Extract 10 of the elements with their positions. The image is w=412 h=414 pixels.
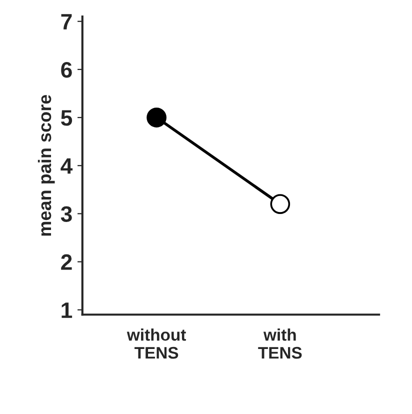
y-tick-label: 4 bbox=[60, 158, 73, 174]
y-axis-title: mean pain score bbox=[38, 94, 55, 236]
y-tick-label: 1 bbox=[62, 302, 72, 318]
y-tick-label: 7 bbox=[61, 14, 72, 30]
y-tick-label: 3 bbox=[60, 206, 72, 222]
y-tick-label: 6 bbox=[61, 62, 72, 78]
y-tick-label: 2 bbox=[61, 254, 72, 270]
x-tick-label: with TENS bbox=[258, 328, 302, 359]
x-tick-label: without TENS bbox=[126, 328, 186, 359]
y-tick-label: 5 bbox=[61, 110, 72, 126]
